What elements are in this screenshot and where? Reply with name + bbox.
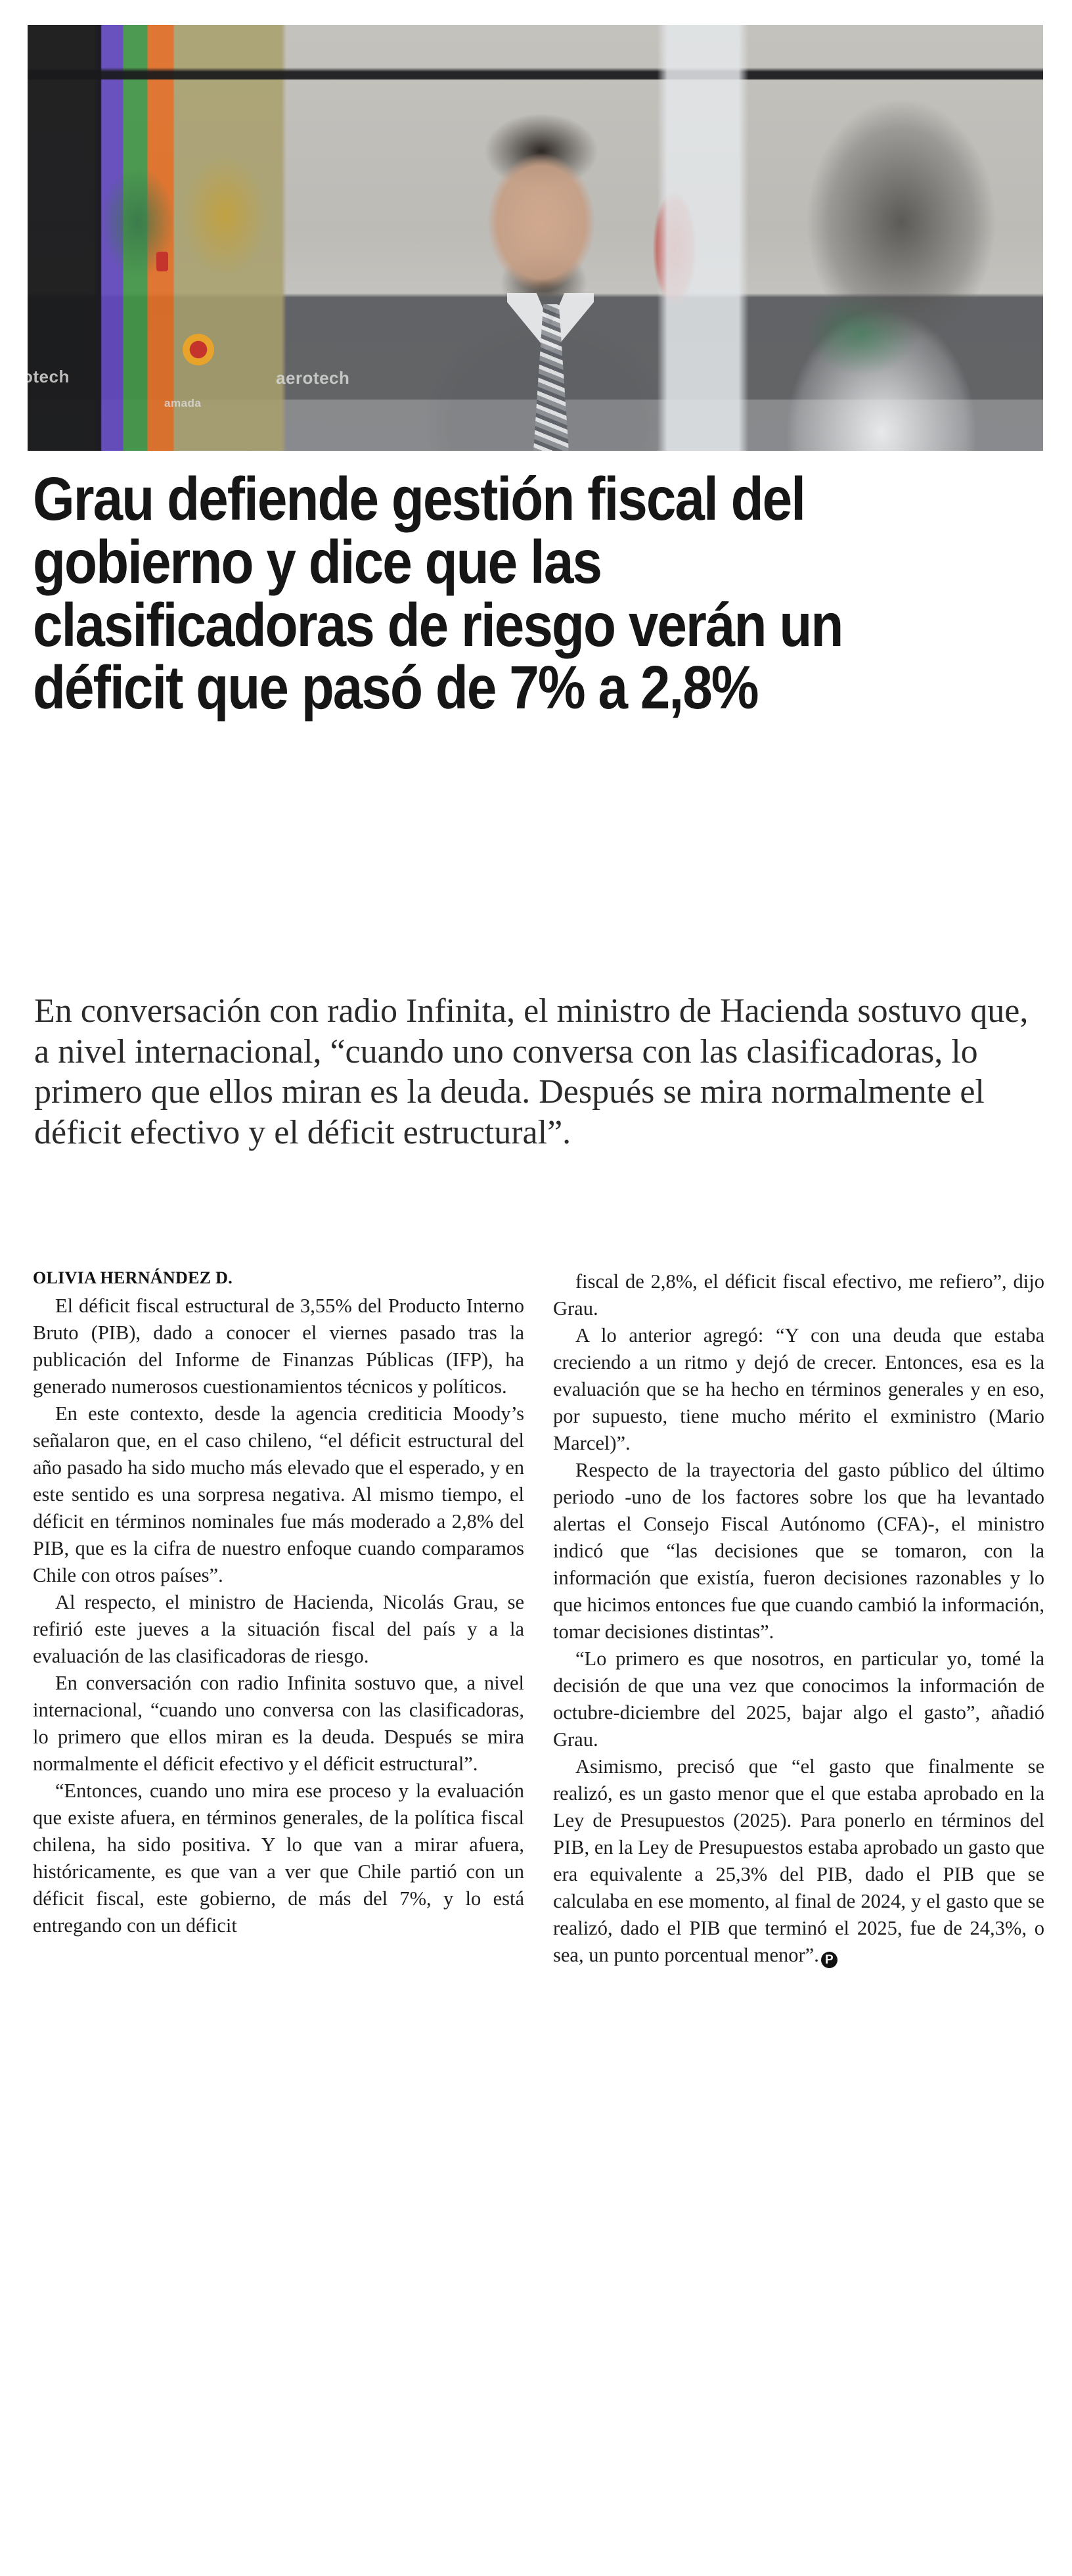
amber-indicator-icon [183, 334, 214, 365]
machine-label-aerotech: aerotech [276, 368, 350, 388]
end-of-article-mark: P [820, 1952, 838, 1969]
paragraph: En este contexto, desde la agencia credi… [33, 1402, 524, 1587]
article-headline: Grau defiende gestión fiscal del gobiern… [33, 465, 843, 722]
paragraph: A lo anterior agregó: “Y con una deuda q… [553, 1324, 1044, 1455]
paragraph: Respecto de la trayectoria del gasto púb… [553, 1459, 1044, 1644]
article-photo: otech aerotech amada [28, 25, 1043, 451]
paragraph: fiscal de 2,8%, el déficit fiscal efecti… [553, 1270, 1044, 1320]
article-byline: OLIVIA HERNÁNDEZ D. [33, 1268, 233, 1287]
paragraph: En conversación con radio Infinita sostu… [33, 1672, 524, 1776]
machine-label-left: otech [28, 367, 70, 386]
paragraph: “Entonces, cuando uno mira ese proceso y… [33, 1780, 524, 1937]
red-indicator-icon [156, 252, 168, 271]
article-lead: En conversación con radio Infinita, el m… [34, 992, 1029, 1151]
paragraph-text: Asimismo, precisó que “el gasto que fina… [553, 1755, 1044, 1967]
article-body: OLIVIA HERNÁNDEZ D. El déficit fiscal es… [33, 1268, 1044, 2543]
paragraph-last: Asimismo, precisó que “el gasto que fina… [553, 1753, 1044, 1969]
paragraph: “Lo primero es que nosotros, en particul… [553, 1647, 1044, 1751]
paragraph: El déficit fiscal estructural de 3,55% d… [33, 1295, 524, 1398]
paragraph: Al respecto, el ministro de Hacienda, Ni… [33, 1591, 524, 1668]
body-column-left: OLIVIA HERNÁNDEZ D. El déficit fiscal es… [33, 1268, 524, 2543]
body-column-right: fiscal de 2,8%, el déficit fiscal efecti… [553, 1268, 1044, 2543]
photo-image [28, 25, 1043, 451]
machine-label-amada: amada [164, 397, 202, 409]
